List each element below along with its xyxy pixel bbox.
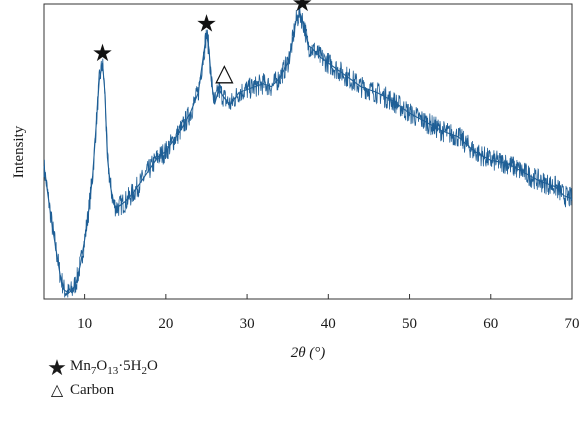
x-tick-label: 60	[483, 316, 498, 332]
xrd-pattern-line	[43, 11, 573, 294]
legend-label-mn7o13: Mn7O13·5H2O	[70, 358, 158, 377]
x-tick-label: 20	[158, 316, 173, 332]
plot-frame	[43, 3, 573, 300]
peak-star-marker: ★	[292, 0, 314, 17]
carbon-triangle-marker: △	[215, 59, 234, 87]
peak-star-marker: ★	[92, 39, 114, 67]
x-axis-label: 2θ (°)	[291, 345, 326, 361]
x-tick-label: 70	[565, 316, 580, 332]
x-tick-label: 40	[321, 316, 336, 332]
star-marker-icon: ★	[47, 355, 67, 381]
peak-markers: ★ ★ ★ △	[92, 0, 313, 87]
y-axis-label: Intensity	[11, 125, 27, 178]
legend: ★ Mn7O13·5H2O △ Carbon	[44, 355, 158, 400]
peak-star-marker: ★	[196, 10, 218, 38]
xrd-noise-trace	[43, 5, 573, 298]
x-tick-label: 50	[402, 316, 417, 332]
x-tick-label: 10	[77, 316, 92, 332]
legend-label-carbon: Carbon	[70, 381, 115, 398]
triangle-marker-icon: △	[50, 379, 64, 399]
x-axis-ticks: 10 20 30 40 50 60 70	[77, 294, 580, 332]
x-tick-label: 30	[240, 316, 255, 332]
xrd-noise-band	[43, 5, 573, 298]
legend-item-carbon: △ Carbon	[44, 379, 158, 400]
legend-item-mn7o13: ★ Mn7O13·5H2O	[44, 355, 158, 381]
